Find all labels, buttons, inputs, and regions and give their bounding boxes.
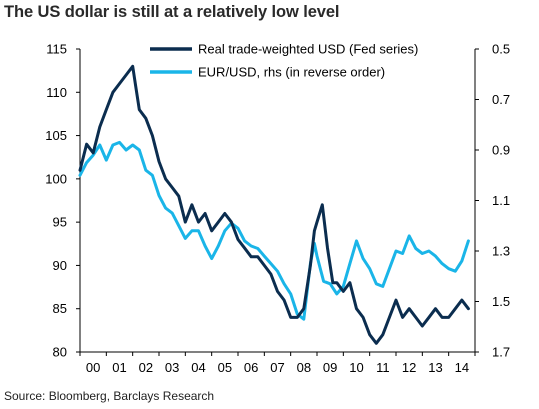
x-tick-label: 06 — [244, 360, 258, 375]
x-tick-label: 00 — [86, 360, 100, 375]
left-tick-label: 80 — [53, 345, 67, 360]
right-y-axis: 0.5 0.7 0.9 1.1 1.3 1.5 1.7 — [475, 42, 510, 360]
source-note: Source: Bloomberg, Barclays Research — [4, 389, 215, 403]
right-tick-label: 0.5 — [492, 42, 510, 57]
x-tick-label: 01 — [112, 360, 126, 375]
plot-frame — [79, 49, 476, 353]
series-lines — [78, 64, 470, 345]
x-tick-label: 04 — [191, 360, 205, 375]
left-tick-label: 105 — [45, 128, 67, 143]
x-tick-label: 07 — [270, 360, 284, 375]
left-tick-label: 100 — [45, 171, 67, 186]
left-tick-label: 110 — [46, 85, 67, 100]
legend-label-usd: Real trade-weighted USD (Fed series) — [198, 42, 418, 57]
series-line-eurusd — [78, 140, 470, 321]
right-tick-label: 1.3 — [492, 244, 510, 259]
x-tick-label: 13 — [428, 360, 442, 375]
x-tick-label: 08 — [297, 360, 311, 375]
left-tick-label: 90 — [53, 258, 67, 273]
x-tick-label: 10 — [349, 360, 363, 375]
x-tick-label: 03 — [165, 360, 179, 375]
x-tick-label: 12 — [402, 360, 416, 375]
right-tick-label: 1.5 — [492, 294, 510, 309]
right-tick-label: 1.7 — [492, 345, 510, 360]
right-tick-label: 0.9 — [492, 143, 510, 158]
legend-label-eurusd: EUR/USD, rhs (in reverse order) — [198, 65, 385, 80]
series-line-usd — [78, 64, 470, 345]
x-tick-label: 11 — [376, 360, 390, 375]
right-tick-label: 1.1 — [492, 193, 510, 208]
x-tick-label: 05 — [218, 360, 232, 375]
legend: Real trade-weighted USD (Fed series) EUR/… — [150, 42, 418, 80]
left-y-axis: 80 85 90 95 100 105 110 115 — [45, 42, 80, 360]
x-tick-label: 02 — [139, 360, 153, 375]
left-tick-label: 95 — [53, 215, 67, 230]
x-tick-label: 09 — [323, 360, 337, 375]
x-axis: 00 01 02 03 04 05 06 07 08 09 10 11 12 13 14 — [79, 352, 476, 375]
chart-title: The US dollar is still at a relatively l… — [4, 3, 340, 21]
right-tick-label: 0.7 — [492, 92, 510, 107]
left-tick-label: 115 — [46, 42, 67, 57]
left-tick-label: 85 — [53, 301, 67, 316]
x-tick-label: 14 — [455, 360, 469, 375]
